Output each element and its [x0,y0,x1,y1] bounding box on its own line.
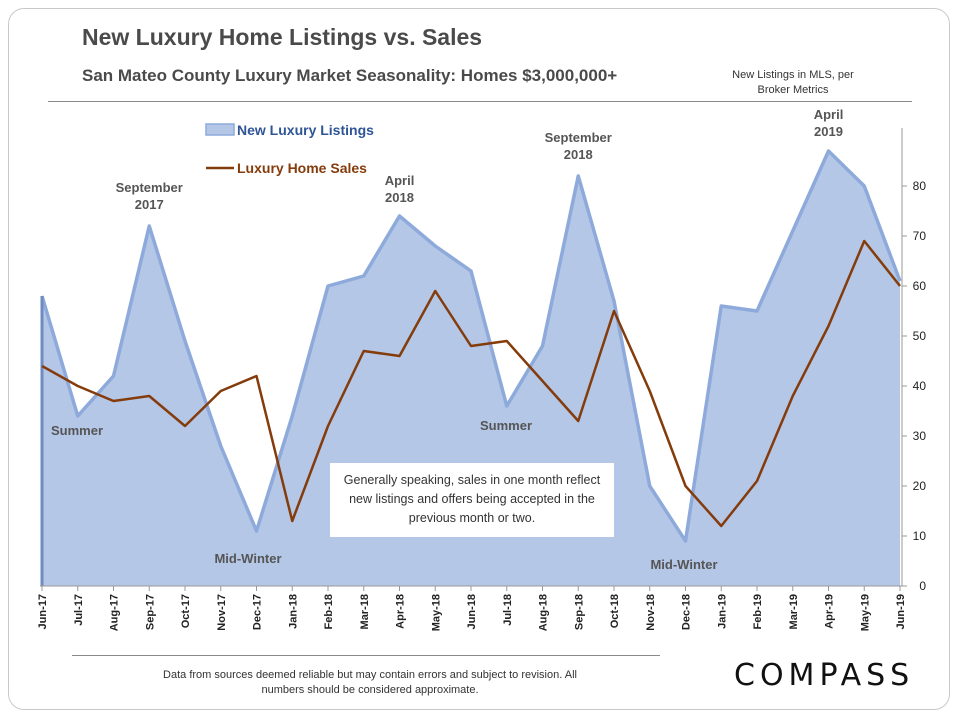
annotation-mid-winter: Mid-Winter [214,551,281,566]
y-tick-label: 0 [919,579,926,593]
x-tick-label: Jan-18 [287,594,299,629]
x-tick-label: Apr-18 [395,594,407,629]
x-tick-label: Sep-18 [573,594,585,630]
annotation-september-2018: September 2018 [545,130,612,162]
annotation-line: 2018 [385,190,414,205]
annotation-line: September [545,130,612,145]
annotation-line: September [116,180,183,195]
page-title: New Luxury Home Listings vs. Sales [82,24,483,50]
x-tick-label: Jul-18 [502,594,514,626]
x-tick-label: Sep-17 [144,594,156,630]
annotation-line: 2017 [135,197,164,212]
x-tick-label: Nov-18 [645,594,657,631]
listings-area [42,151,900,586]
y-tick-label: 30 [913,429,927,443]
listings-line [40,149,902,543]
annotation-line: Mid-Winter [214,551,281,566]
x-tick-label: Mar-19 [788,594,800,629]
annotation-april-2018: April 2018 [385,173,415,205]
y-tick-label: 80 [913,179,927,193]
y-tick-label: 40 [913,379,927,393]
x-tick-label: Aug-18 [538,594,550,631]
legend-swatch-listings [205,123,235,136]
axis-note: New Listings in MLS, per Broker Metrics [732,69,854,96]
y-tick-label: 60 [913,279,927,293]
header-divider [48,101,912,102]
x-tick-label: Oct-18 [609,594,621,628]
annotation-line: Summer [480,418,532,433]
footer-divider [72,655,660,656]
x-tick-label: Feb-18 [323,594,335,629]
annotation-april-2019: April 2019 [814,107,844,139]
annotation-line: Summer [51,423,103,438]
annotation-line: Mid-Winter [650,557,717,572]
annotation-summer: Summer [51,423,103,438]
x-tick-label: Mar-18 [359,594,371,629]
y-tick-label: 50 [913,329,927,343]
x-tick-label: Apr-19 [824,594,836,629]
x-tick-label: Dec-17 [252,594,264,630]
annotation-line: 2018 [564,147,593,162]
annotation-september-2017: September 2017 [116,180,183,212]
annotation-line: April [385,173,415,188]
annotation-mid-winter: Mid-Winter [650,557,717,572]
x-tick-label: Nov-17 [216,594,228,631]
explanation-note: Generally speaking, sales in one month r… [330,463,614,537]
y-tick-label: 20 [913,479,927,493]
x-tick-label: Jun-19 [895,594,907,629]
legend-label-sales: Luxury Home Sales [237,160,367,176]
page-subtitle: San Mateo County Luxury Market Seasonali… [82,66,618,85]
y-tick-label: 70 [913,229,927,243]
x-tick-label: Jun-18 [466,594,478,629]
annotation-summer: Summer [480,418,532,433]
sales-line [41,239,901,528]
compass-logo: COMPASS [734,658,915,693]
x-tick-label: Jun-17 [37,594,49,629]
annotation-line: April [814,107,844,122]
footer-disclaimer: Data from sources deemed reliable but ma… [163,669,577,696]
x-tick-label: Dec-18 [681,594,693,630]
x-tick-label: Aug-17 [109,594,121,631]
x-tick-label: Feb-19 [752,594,764,629]
x-tick-label: Jul-17 [73,594,85,626]
x-tick-label: May-19 [859,594,871,631]
x-tick-label: Jan-19 [716,594,728,629]
legend-label-listings: New Luxury Listings [237,122,374,138]
y-tick-label: 10 [913,529,927,543]
x-tick-label: May-18 [430,594,442,631]
annotation-line: 2019 [814,124,843,139]
x-tick-label: Oct-17 [180,594,192,628]
